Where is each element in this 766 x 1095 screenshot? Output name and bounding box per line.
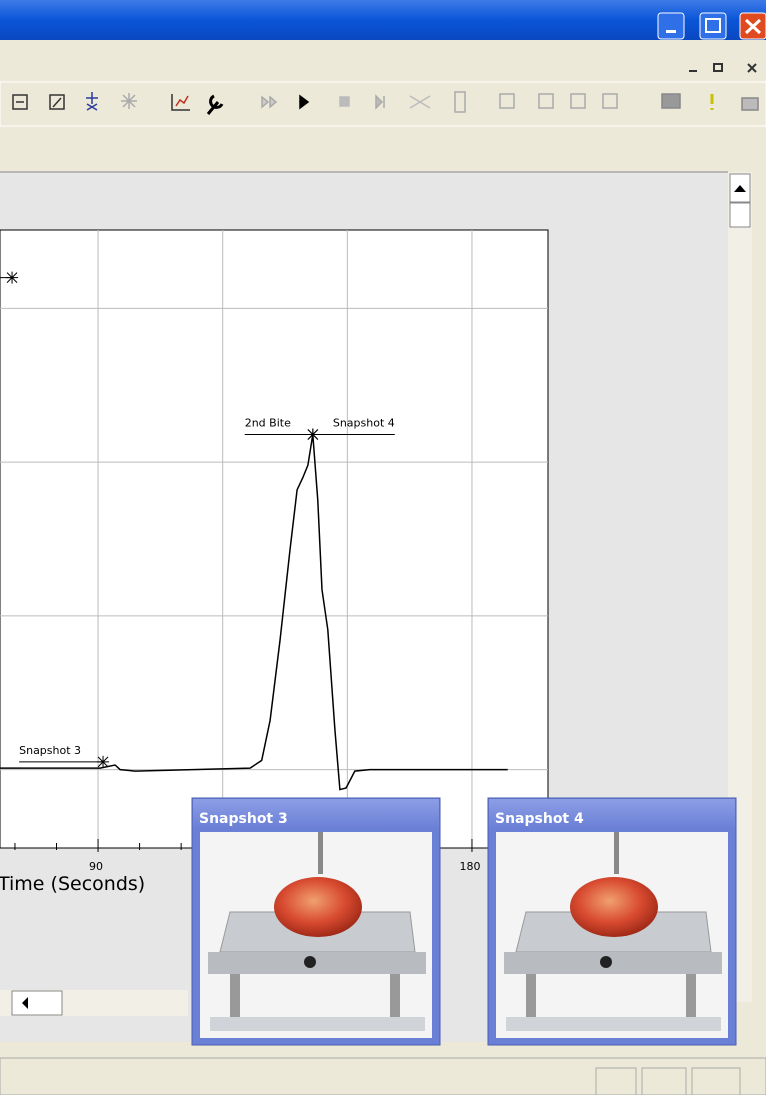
scroll-thumb[interactable] <box>730 203 750 227</box>
photo-leg <box>390 974 400 1024</box>
plot-area <box>0 230 548 848</box>
marker-label: Snapshot 3 <box>19 744 81 757</box>
photo-base <box>506 1017 721 1031</box>
photo-apple <box>274 877 362 937</box>
minimize-button[interactable] <box>658 13 684 39</box>
marker-label: Snapshot 4 <box>333 416 395 429</box>
photo-rod <box>318 832 323 874</box>
photo-leg <box>686 974 696 1024</box>
photo-leg <box>230 974 240 1024</box>
scroll-left[interactable] <box>12 991 62 1015</box>
toolbar <box>0 82 766 126</box>
photo-frame-top <box>504 952 722 974</box>
photo-leg <box>526 974 536 1024</box>
popup-title: Snapshot 3 <box>199 811 288 827</box>
marker-label: 2nd Bite <box>245 416 291 429</box>
app-window: t2Snapshot 32nd BiteSnapshot 490180 Time… <box>0 0 766 1095</box>
photo-base <box>210 1017 425 1031</box>
icon <box>666 30 676 33</box>
maximize-button[interactable] <box>700 13 726 39</box>
photo-knob <box>600 956 612 968</box>
x-tick-label: 90 <box>89 860 103 873</box>
menu-bar <box>0 40 766 80</box>
popup-title: Snapshot 4 <box>495 811 584 827</box>
x-axis-label: Time (Seconds) <box>0 873 145 895</box>
photo-rod <box>614 832 619 874</box>
status-bar <box>0 1058 766 1095</box>
title-bar <box>0 0 766 40</box>
photo-apple <box>570 877 658 937</box>
photo-frame-top <box>208 952 426 974</box>
photo-knob <box>304 956 316 968</box>
page: t2Snapshot 32nd BiteSnapshot 490180 Time… <box>0 0 766 1095</box>
x-tick-label: 180 <box>459 860 480 873</box>
